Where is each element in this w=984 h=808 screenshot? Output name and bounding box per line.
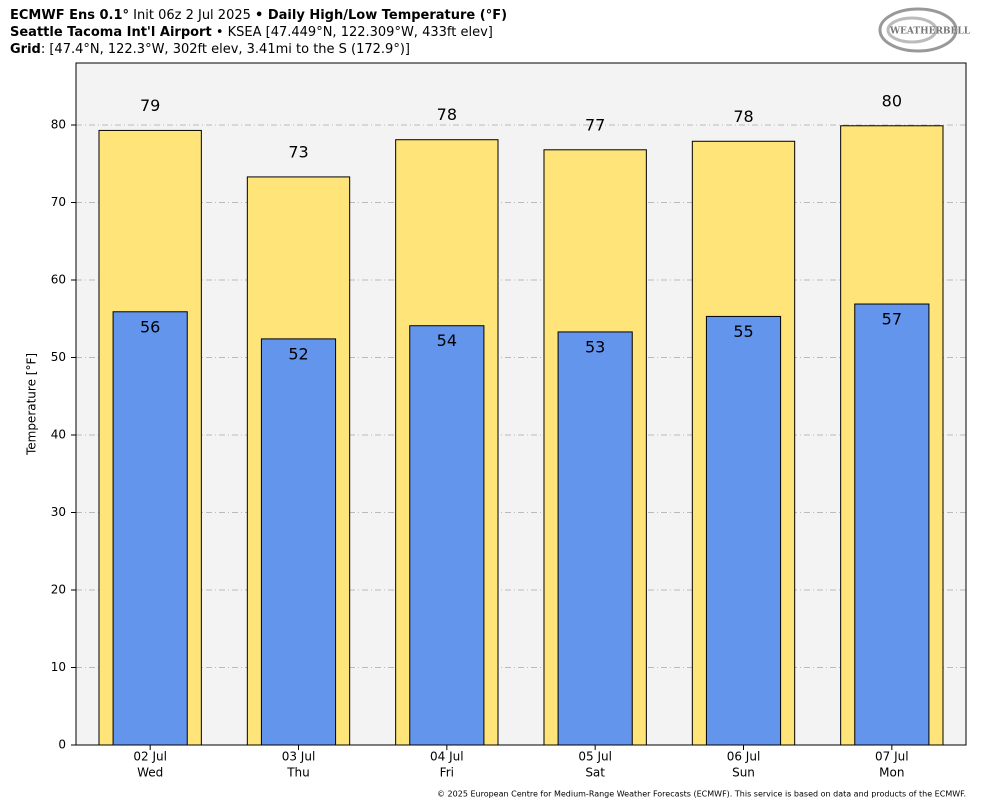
low-bar: [705, 315, 782, 746]
grid-detail: : [47.4°N, 122.3°W, 302ft elev, 3.41mi t…: [41, 42, 410, 57]
location-name: Seattle Tacoma Int'l Airport: [10, 25, 212, 40]
value-label: 77: [585, 115, 605, 134]
value-label: 80: [882, 91, 902, 110]
x-tick-sublabel: Mon: [879, 766, 904, 780]
location-detail: • KSEA [47.449°N, 122.309°W, 433ft elev]: [216, 25, 493, 40]
x-tick-sublabel: Thu: [286, 766, 310, 780]
value-label: 54: [437, 331, 457, 350]
y-tick-label: 70: [51, 195, 66, 209]
x-tick-sublabel: Wed: [137, 766, 163, 780]
model: ECMWF Ens 0.1°: [10, 8, 129, 23]
init: Init 06z 2 Jul 2025: [133, 8, 251, 23]
value-label: 78: [733, 107, 753, 126]
logo: WEATHERBELL: [878, 7, 971, 53]
value-label: 52: [288, 344, 308, 363]
y-tick-label: 0: [58, 738, 66, 752]
x-tick-label: 07 Jul: [875, 750, 909, 764]
x-tick-label: 02 Jul: [133, 750, 167, 764]
low-bar: [409, 325, 485, 746]
title-line: ECMWF Ens 0.1° Init 06z 2 Jul 2025 • Dai…: [10, 8, 507, 23]
value-label: 55: [733, 322, 753, 341]
y-tick-label: 10: [51, 660, 66, 674]
grid-line-info: Grid: [47.4°N, 122.3°W, 302ft elev, 3.41…: [10, 42, 410, 57]
low-bar: [557, 331, 633, 746]
x-tick-sublabel: Sun: [732, 766, 755, 780]
y-tick-label: 50: [51, 350, 66, 364]
location-line: Seattle Tacoma Int'l Airport • KSEA [47.…: [10, 25, 493, 40]
logo-text: WEATHERBELL: [889, 27, 971, 37]
low-bar: [260, 338, 337, 746]
y-axis-label: Temperature [°F]: [25, 353, 39, 456]
logo-swirl: [878, 7, 958, 53]
y-tick-label: 20: [51, 583, 66, 597]
y-tick-label: 80: [51, 118, 66, 132]
value-label: 78: [437, 105, 457, 124]
value-label: 53: [585, 337, 605, 356]
low-bar: [112, 311, 188, 746]
plot-background: [76, 63, 966, 745]
x-tick-label: 05 Jul: [578, 750, 612, 764]
value-label: 79: [140, 96, 160, 115]
x-tick-label: 03 Jul: [282, 750, 316, 764]
y-tick-label: 60: [51, 273, 66, 287]
x-tick-label: 06 Jul: [727, 750, 761, 764]
x-tick-sublabel: Fri: [440, 766, 454, 780]
value-label: 57: [882, 310, 902, 329]
footer: © 2025 European Centre for Medium-Range …: [437, 790, 966, 799]
grid-label: Grid: [10, 42, 41, 57]
low-bar: [854, 303, 930, 746]
y-tick-label: 40: [51, 428, 66, 442]
plot-frame: [75, 62, 967, 746]
value-label: 56: [140, 317, 160, 336]
x-tick-label: 04 Jul: [430, 750, 464, 764]
logo-swirl: [886, 16, 938, 44]
x-tick-sublabel: Sat: [585, 766, 605, 780]
y-tick-label: 30: [51, 505, 66, 519]
product: • Daily High/Low Temperature (°F): [255, 8, 507, 23]
value-label: 73: [288, 142, 308, 161]
